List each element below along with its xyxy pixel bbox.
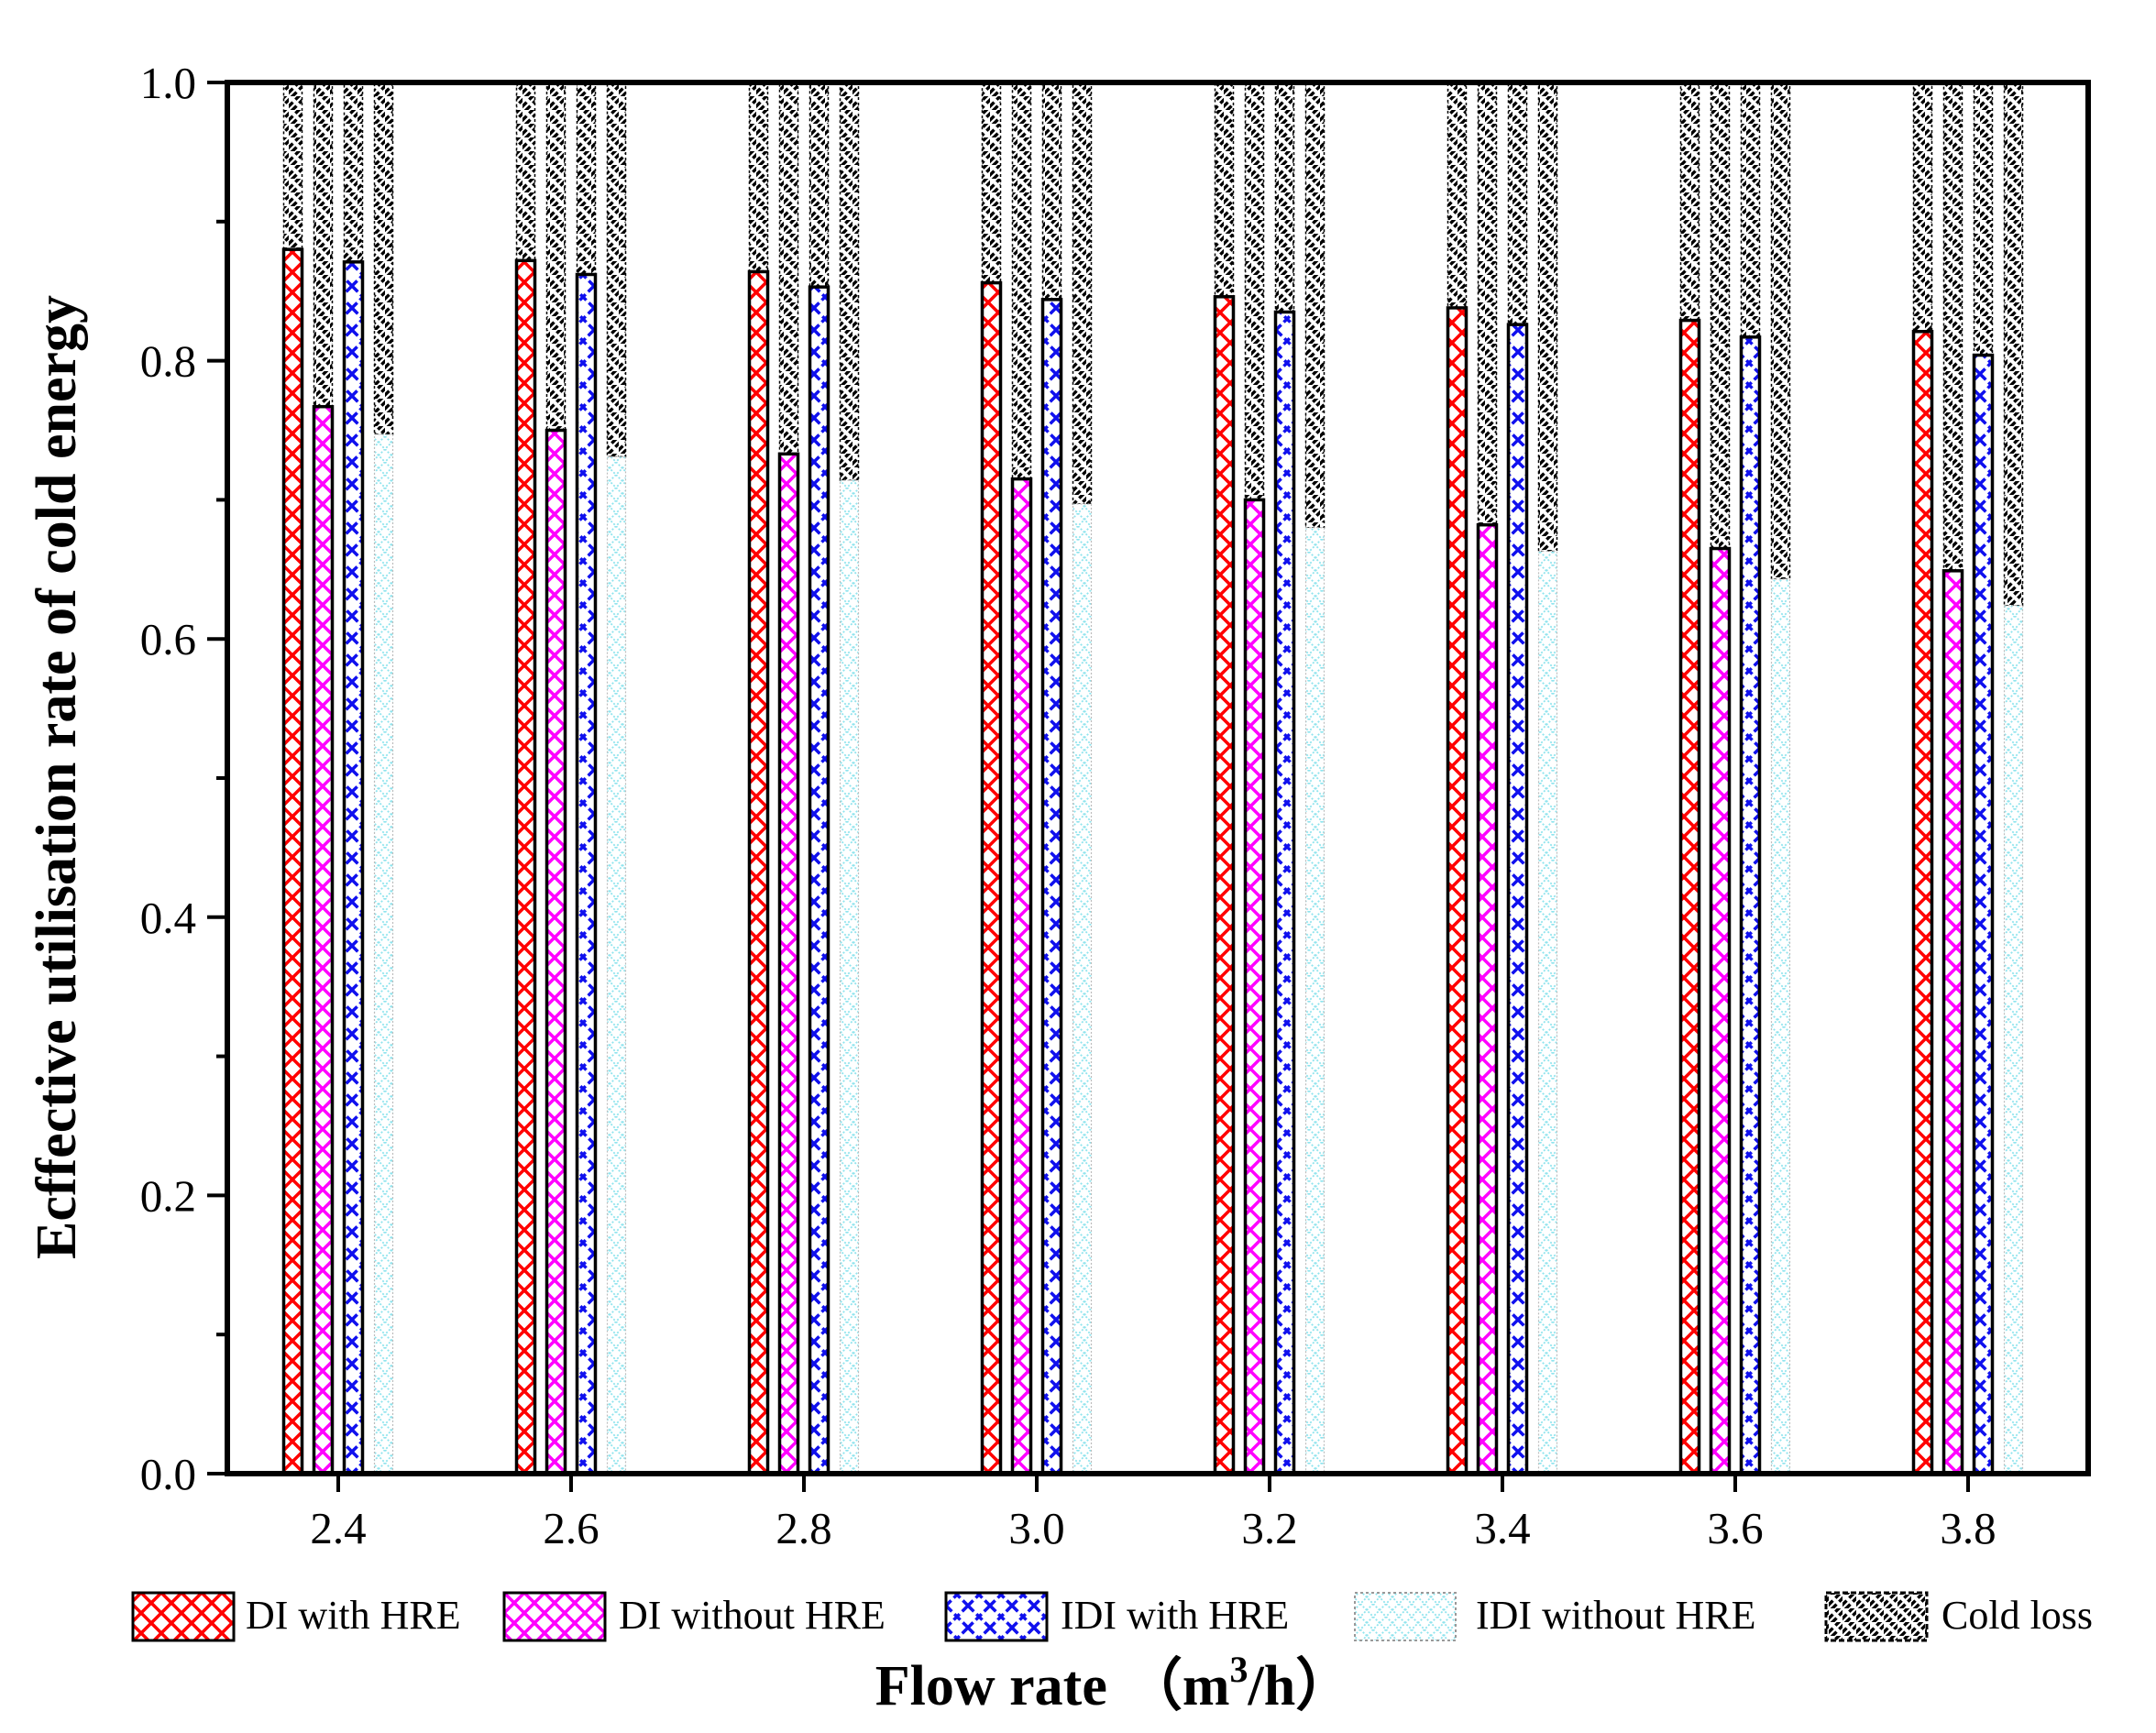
legend-swatch-di-without-hre: [502, 1591, 607, 1642]
bar-cold-loss-idi-without-hre-2.4: [373, 82, 394, 435]
x-axis-title-unit-sup: 3: [1230, 1649, 1248, 1690]
bar-cold-loss-di-with-hre-2.6: [515, 82, 536, 262]
y-tick-label: 0.6: [140, 614, 196, 664]
x-tick-label: 2.4: [310, 1503, 366, 1553]
bar-cold-loss-di-without-hre-3.2: [1244, 82, 1265, 501]
bar-cold-loss-di-with-hre-2.4: [282, 82, 303, 250]
bar-di-with-hre-3.4: [1446, 306, 1468, 1475]
bar-cold-loss-idi-with-hre-3.8: [1973, 82, 1994, 356]
bar-idi-without-hre-3.4: [1537, 550, 1558, 1475]
bar-cold-loss-di-without-hre-2.4: [313, 82, 334, 408]
bar-idi-with-hre-3.4: [1506, 323, 1529, 1475]
x-tick-label: 2.6: [543, 1503, 599, 1553]
bar-idi-without-hre-3.0: [1072, 503, 1093, 1475]
bar-di-with-hre-3.6: [1678, 318, 1701, 1475]
bar-cold-loss-di-with-hre-3.0: [981, 82, 1002, 284]
x-axis-title: Flow rate （m3/h）: [875, 1649, 1352, 1717]
x-tick-label: 2.8: [776, 1503, 831, 1553]
x-tick-label: 3.0: [1008, 1503, 1064, 1553]
bar-idi-with-hre-3.8: [1972, 353, 1995, 1475]
bar-cold-loss-di-without-hre-3.0: [1011, 82, 1032, 480]
bar-cold-loss-di-without-hre-3.4: [1477, 82, 1498, 526]
bar-idi-without-hre-3.8: [2003, 605, 2024, 1475]
bar-idi-without-hre-2.8: [839, 479, 860, 1475]
y-tick-label: 0.8: [140, 336, 196, 387]
bar-cold-loss-idi-with-hre-3.2: [1274, 82, 1295, 313]
bar-di-with-hre-2.6: [514, 258, 537, 1475]
bar-idi-with-hre-2.8: [808, 285, 830, 1475]
bar-cold-loss-idi-without-hre-3.4: [1537, 82, 1558, 553]
bar-cold-loss-idi-without-hre-3.2: [1304, 82, 1326, 529]
bar-idi-without-hre-3.6: [1770, 578, 1791, 1475]
bar-cold-loss-di-with-hre-3.2: [1214, 82, 1235, 298]
x-tick-label: 3.6: [1707, 1503, 1763, 1553]
bar-cold-loss-idi-without-hre-3.8: [2003, 82, 2024, 607]
bar-di-without-hre-2.6: [544, 428, 567, 1475]
bar-idi-with-hre-2.6: [575, 272, 598, 1475]
bar-cold-loss-idi-without-hre-3.0: [1072, 82, 1093, 505]
x-axis-title-unit-base: （m: [1126, 1653, 1230, 1717]
bar-di-without-hre-2.4: [312, 404, 335, 1475]
legend-label-idi-without-hre: IDI without HRE: [1476, 1593, 1756, 1638]
bar-di-without-hre-3.2: [1243, 498, 1266, 1475]
legend-swatch-idi-without-hre: [1354, 1592, 1457, 1641]
bar-cold-loss-idi-without-hre-2.8: [839, 82, 860, 481]
bar-di-without-hre-3.6: [1709, 546, 1732, 1475]
bar-cold-loss-di-without-hre-2.8: [778, 82, 799, 455]
bar-cold-loss-idi-with-hre-3.0: [1041, 82, 1062, 301]
bar-cold-loss-idi-with-hre-2.6: [576, 82, 597, 276]
y-tick-label: 0.2: [140, 1170, 196, 1221]
legend-label-di-with-hre: DI with HRE: [246, 1593, 461, 1638]
bar-di-with-hre-3.8: [1911, 329, 1934, 1475]
bar-cold-loss-idi-with-hre-2.4: [343, 82, 364, 263]
bar-idi-with-hre-3.2: [1273, 310, 1296, 1475]
bar-cold-loss-di-without-hre-3.8: [1942, 82, 1964, 572]
x-axis-title-unit-tail: /h）: [1248, 1653, 1353, 1717]
bar-di-with-hre-3.2: [1213, 295, 1236, 1475]
bar-idi-without-hre-2.6: [606, 455, 627, 1475]
bar-idi-with-hre-3.0: [1040, 298, 1063, 1475]
bar-idi-without-hre-2.4: [373, 433, 394, 1475]
x-tick-label: 3.2: [1241, 1503, 1297, 1553]
bar-di-with-hre-2.8: [747, 269, 770, 1475]
y-tick-label: 0.0: [140, 1449, 196, 1499]
legend-swatch-di-with-hre: [131, 1591, 236, 1642]
bar-cold-loss-di-without-hre-2.6: [545, 82, 566, 432]
bar-idi-with-hre-3.6: [1739, 335, 1762, 1475]
bar-cold-loss-di-with-hre-3.4: [1446, 82, 1468, 309]
bar-cold-loss-idi-with-hre-3.6: [1740, 82, 1761, 338]
bar-di-with-hre-2.4: [281, 247, 304, 1475]
y-tick-label: 0.4: [140, 893, 196, 943]
x-tick-label: 3.8: [1940, 1503, 1996, 1553]
bar-cold-loss-idi-without-hre-2.6: [606, 82, 627, 458]
legend-label-cold-loss: Cold loss: [1942, 1593, 2093, 1638]
plot-frame: [225, 80, 2091, 1476]
legend-swatch-idi-with-hre: [944, 1591, 1049, 1642]
bar-idi-with-hre-2.4: [342, 260, 365, 1475]
legend: DI with HRE DI without HRE IDI with HRE …: [131, 1591, 2093, 1642]
bar-idi-without-hre-3.2: [1304, 527, 1326, 1475]
bar-cold-loss-di-with-hre-3.8: [1912, 82, 1933, 333]
bar-cold-loss-idi-with-hre-2.8: [808, 82, 830, 288]
bar-di-with-hre-3.0: [980, 280, 1003, 1475]
bar-cold-loss-di-without-hre-3.6: [1710, 82, 1731, 550]
bar-cold-loss-idi-without-hre-3.6: [1770, 82, 1791, 580]
bar-cold-loss-di-with-hre-3.6: [1679, 82, 1700, 322]
legend-swatch-cold-loss: [1824, 1591, 1929, 1642]
bar-cold-loss-di-with-hre-2.8: [748, 82, 769, 273]
legend-label-di-without-hre: DI without HRE: [619, 1593, 886, 1638]
x-axis-title-main: Flow rate: [875, 1655, 1107, 1717]
x-tick-label: 3.4: [1474, 1503, 1530, 1553]
bar-di-without-hre-3.0: [1010, 477, 1033, 1475]
y-tick-label: 1.0: [140, 58, 196, 108]
bar-di-without-hre-3.8: [1942, 569, 1964, 1475]
legend-label-idi-with-hre: IDI with HRE: [1061, 1593, 1289, 1638]
bar-di-without-hre-2.8: [777, 452, 800, 1475]
bar-cold-loss-idi-with-hre-3.4: [1507, 82, 1528, 325]
bar-di-without-hre-3.4: [1476, 522, 1499, 1475]
y-axis-title: Ecffective utilisation rate of cold ener…: [26, 295, 88, 1259]
